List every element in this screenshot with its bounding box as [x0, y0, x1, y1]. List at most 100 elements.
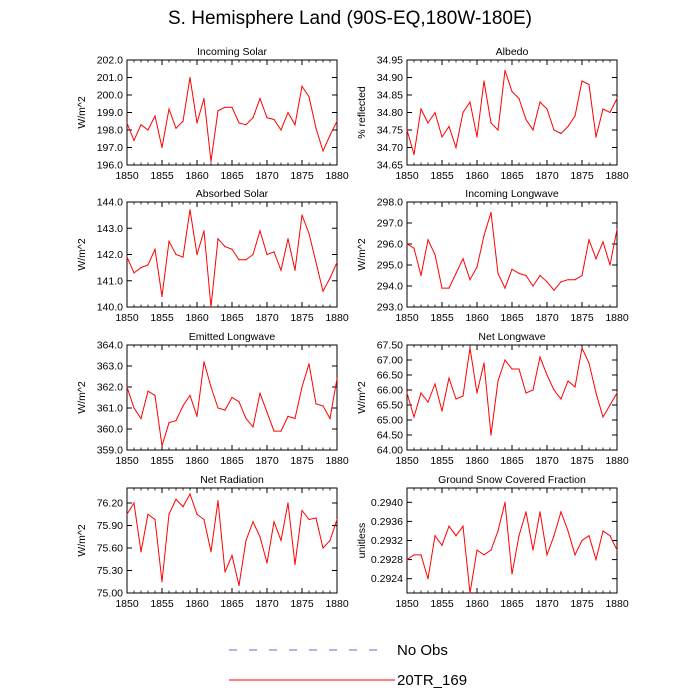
panel-5-title: Emitted Longwave	[189, 331, 276, 343]
panel-1-data-point	[140, 124, 142, 126]
panel-8-ytick-label: 0.2932	[371, 535, 403, 547]
panel-4-data-point	[511, 268, 513, 270]
panel-4-data-point	[441, 287, 443, 289]
panel-7-data-point	[224, 571, 226, 573]
panel-8-data-point	[546, 554, 548, 556]
panel-8-data-point	[434, 535, 436, 537]
panel-6-xtick-label: 1870	[535, 455, 559, 467]
panel-6-data-point	[455, 398, 457, 400]
panel-2-data-point	[602, 108, 604, 110]
panel-5-data-point	[329, 417, 331, 420]
panel-5-data-point	[322, 405, 324, 407]
panel-2-data-point	[469, 101, 471, 103]
panel-5-data-point	[210, 386, 212, 388]
panel-6-data-point	[483, 362, 485, 364]
panel-8-data-point	[518, 535, 520, 537]
panel-6-data-point	[553, 389, 555, 391]
panel-4-ylabel: W/m^2	[356, 238, 368, 271]
panel-6-xtick-label: 1855	[430, 455, 454, 467]
panel-5-xtick-label: 1850	[115, 455, 139, 467]
panel-3-data-point	[217, 238, 219, 240]
panel-4-ytick-label: 294.0	[377, 281, 403, 293]
panel-3-data-point	[252, 253, 254, 256]
panel-8-data-point	[413, 554, 415, 556]
panel-8-xtick-label: 1860	[465, 598, 489, 610]
panel-4-data-point	[574, 279, 576, 281]
panel-5-data-point	[280, 430, 282, 432]
panel-3-data-point	[273, 251, 275, 253]
panel-5-data-point	[273, 430, 275, 432]
panel-8-xtick-label: 1870	[535, 598, 559, 610]
panel-8-data-point	[469, 592, 471, 594]
panel-1-xtick-label: 1875	[290, 170, 314, 182]
panel-3-xtick-label: 1865	[220, 312, 244, 324]
panel-1-ytick-label: 196.0	[97, 160, 123, 172]
panel-8-data-point	[539, 511, 541, 513]
panel-4-data-point	[518, 272, 520, 274]
panel-7-data-point	[175, 498, 177, 500]
panel-3-data-point	[308, 232, 310, 235]
panel-3-ytick-label: 142.0	[97, 249, 123, 261]
panel-2-xtick-label: 1870	[535, 170, 559, 182]
panel-5-data-point	[238, 401, 240, 403]
panel-5-xtick-label: 1880	[325, 455, 349, 467]
panel-7-ytick-label: 75.00	[97, 588, 123, 600]
panel-7-xtick-label: 1865	[220, 598, 244, 610]
panel-6-ytick-label: 65.00	[377, 415, 403, 427]
panel-3-data-point	[126, 256, 128, 258]
panel-5-data-point	[140, 417, 142, 420]
panel-7-xtick-label: 1850	[115, 598, 139, 610]
panel-1-data-point	[266, 117, 268, 119]
panel-1-data-point	[301, 85, 303, 87]
panel-3-xtick-label: 1875	[290, 312, 314, 324]
panel-1-frame	[126, 59, 338, 166]
panel-5-data-point	[231, 396, 233, 399]
panel-2-xtick-label: 1860	[465, 170, 489, 182]
panel-5-xtick-label: 1860	[185, 455, 209, 467]
panel-3-data-point	[168, 240, 170, 242]
panel-3-xtick-label: 1870	[255, 312, 279, 324]
panel-4-data-point	[406, 243, 408, 245]
panel-3-ytick-label: 141.0	[97, 275, 123, 287]
panel-2-data-point	[441, 136, 443, 138]
panel-1-ylabel: W/m^2	[76, 96, 88, 129]
panel-7-xtick-label: 1855	[150, 598, 174, 610]
panel-2-data-point	[567, 125, 569, 128]
panel-2-data-point	[434, 111, 436, 114]
panel-6-ytick-label: 67.00	[377, 355, 403, 367]
panel-8-data-point	[532, 549, 534, 551]
panel-5-data-point	[161, 445, 163, 447]
panel-4-xtick-label: 1855	[430, 312, 454, 324]
panel-7-data-point	[196, 513, 198, 515]
panel-1-data-point	[322, 150, 324, 152]
panel-4-data-point	[616, 228, 618, 230]
panel-4-data-point	[588, 239, 590, 241]
panel-6-ytick-label: 64.50	[377, 430, 403, 442]
panel-2-ytick-label: 34.95	[377, 55, 403, 67]
panel-4-xtick-label: 1880	[605, 312, 629, 324]
panel-3-data-point	[322, 290, 324, 292]
panel-4-data-point	[532, 285, 534, 287]
panel-7-data-point	[259, 536, 261, 538]
panel-7-data-point	[322, 547, 324, 549]
panel-3-data-point	[154, 248, 156, 250]
panel-1-xtick-label: 1870	[255, 170, 279, 182]
panel-8-data-point	[448, 525, 450, 527]
panel-6-data-point	[532, 389, 534, 391]
panel-6-ytick-label: 66.50	[377, 370, 403, 382]
panel-8-data-point	[560, 511, 562, 513]
panel-7-data-point	[301, 509, 303, 512]
panel-4-data-point	[497, 272, 499, 274]
panel-6-xtick-label: 1860	[465, 455, 489, 467]
panel-7-data-point	[231, 554, 233, 557]
panel-6-data-point	[413, 416, 415, 418]
panel-1-xtick-label: 1880	[325, 170, 349, 182]
panel-4-ytick-label: 296.0	[377, 239, 403, 251]
panel-4-xtick-label: 1850	[395, 312, 419, 324]
panel-8-data-point	[574, 554, 576, 556]
panel-1-data-point	[210, 160, 212, 163]
panel-7-ytick-label: 75.30	[97, 565, 123, 577]
panel-6-data-point	[574, 386, 576, 388]
panel-8-data-point	[588, 535, 590, 537]
panel-1-data-point	[308, 96, 310, 98]
